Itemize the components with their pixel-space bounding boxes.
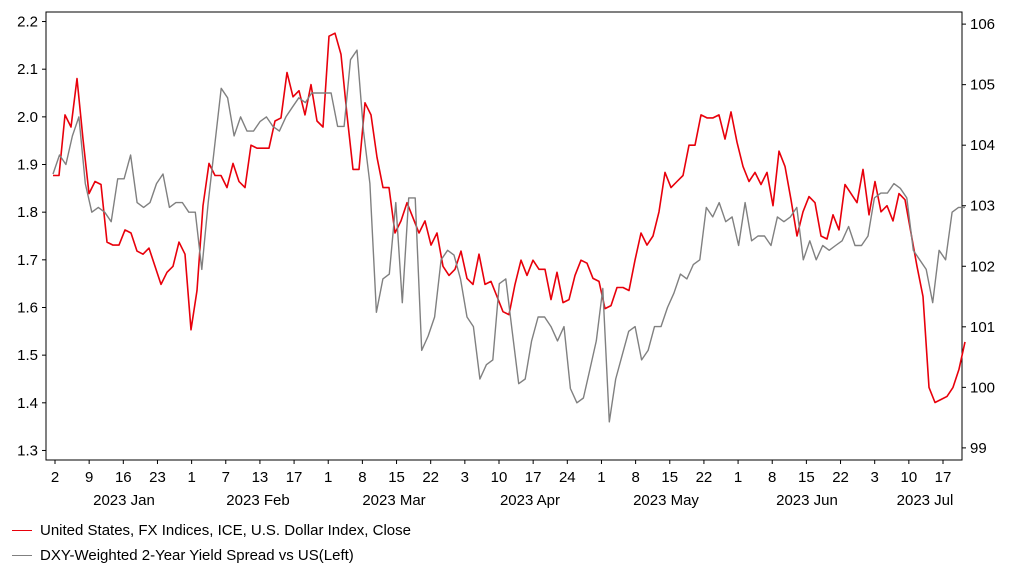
right-tick-label: 101: [970, 319, 995, 336]
right-tick-label: 104: [970, 137, 995, 154]
right-tick-label: 100: [970, 379, 995, 396]
left-tick-label: 1.6: [17, 299, 38, 316]
legend-item-dxy: United States, FX Indices, ICE, U.S. Dol…: [12, 522, 411, 539]
legend-swatch-grey: [12, 555, 32, 556]
left-tick-label: 1.3: [17, 442, 38, 459]
x-tick-label: 10: [491, 469, 508, 486]
x-tick-label: 2: [51, 469, 59, 486]
x-tick-label: 1: [187, 469, 195, 486]
x-tick-label: 23: [149, 469, 166, 486]
x-tick-label: 8: [768, 469, 776, 486]
left-tick-label: 2.1: [17, 61, 38, 78]
x-tick-label: 10: [901, 469, 918, 486]
x-tick-label: 1: [597, 469, 605, 486]
x-month-label: 2023 Jan: [93, 492, 155, 509]
legend-item-spread: DXY-Weighted 2-Year Yield Spread vs US(L…: [12, 547, 354, 564]
x-tick-label: 3: [461, 469, 469, 486]
x-tick-label: 3: [871, 469, 879, 486]
x-tick-label: 8: [358, 469, 366, 486]
x-tick-label: 22: [422, 469, 439, 486]
x-tick-label: 1: [324, 469, 332, 486]
right-axis: 99 100 101 102 103 104 105 106: [962, 16, 995, 457]
x-tick-label: 22: [696, 469, 713, 486]
legend-swatch-red: [12, 530, 32, 531]
left-tick-label: 2.2: [17, 14, 38, 31]
right-tick-label: 103: [970, 198, 995, 215]
left-tick-label: 1.4: [17, 395, 38, 412]
left-axis: 1.3 1.4 1.5 1.6 1.7 1.8 1.9 2.0 2.1 2.2: [17, 14, 46, 459]
x-tick-label: 13: [252, 469, 269, 486]
plot-area-frame: [45, 11, 963, 461]
x-axis: 2 9 16 23 1 7 13 17 1 8 15 22 3 10 17 24 1 8 15 22 1 8 15 22 3 10…: [51, 460, 954, 509]
left-tick-label: 2.0: [17, 109, 38, 126]
left-tick-label: 1.8: [17, 204, 38, 221]
series-line-dxy: [53, 32, 966, 404]
right-tick-label: 106: [970, 16, 995, 33]
x-tick-label: 15: [388, 469, 405, 486]
x-tick-label: 1: [734, 469, 742, 486]
x-tick-label: 9: [85, 469, 93, 486]
x-tick-label: 15: [798, 469, 815, 486]
x-month-label: 2023 Jun: [776, 492, 838, 509]
right-tick-label: 99: [970, 440, 987, 457]
right-tick-label: 105: [970, 77, 995, 94]
legend-label-spread: DXY-Weighted 2-Year Yield Spread vs US(L…: [40, 547, 354, 564]
x-tick-label: 17: [286, 469, 303, 486]
x-month-label: 2023 Feb: [226, 492, 289, 509]
x-tick-label: 15: [661, 469, 678, 486]
x-month-label: 2023 Mar: [362, 492, 425, 509]
x-tick-label: 22: [832, 469, 849, 486]
legend-label-dxy: United States, FX Indices, ICE, U.S. Dol…: [40, 522, 411, 539]
x-tick-label: 24: [559, 469, 576, 486]
left-tick-label: 1.7: [17, 252, 38, 269]
x-month-label: 2023 Apr: [500, 492, 560, 509]
left-tick-label: 1.5: [17, 347, 38, 364]
x-tick-label: 7: [222, 469, 230, 486]
left-tick-label: 1.9: [17, 157, 38, 174]
series-line-yield-spread: [52, 49, 965, 423]
series-group: [52, 32, 966, 423]
x-month-label: 2023 May: [633, 492, 699, 509]
right-tick-label: 102: [970, 258, 995, 275]
x-tick-label: 17: [935, 469, 952, 486]
x-month-label: 2023 Jul: [897, 492, 954, 509]
x-tick-label: 16: [115, 469, 132, 486]
x-tick-label: 8: [631, 469, 639, 486]
x-tick-label: 17: [525, 469, 542, 486]
